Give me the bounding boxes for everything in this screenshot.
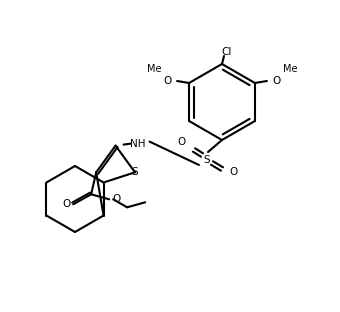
Text: NH: NH xyxy=(130,139,145,149)
Text: Me: Me xyxy=(147,64,162,74)
Text: O: O xyxy=(273,76,281,86)
Text: O: O xyxy=(163,76,171,86)
Text: O: O xyxy=(230,167,238,177)
Text: Cl: Cl xyxy=(222,47,232,57)
Text: O: O xyxy=(62,199,70,209)
Text: O: O xyxy=(178,137,186,147)
Text: Me: Me xyxy=(283,64,297,74)
Text: S: S xyxy=(204,155,210,165)
Text: S: S xyxy=(132,167,138,177)
Text: O: O xyxy=(112,194,120,204)
